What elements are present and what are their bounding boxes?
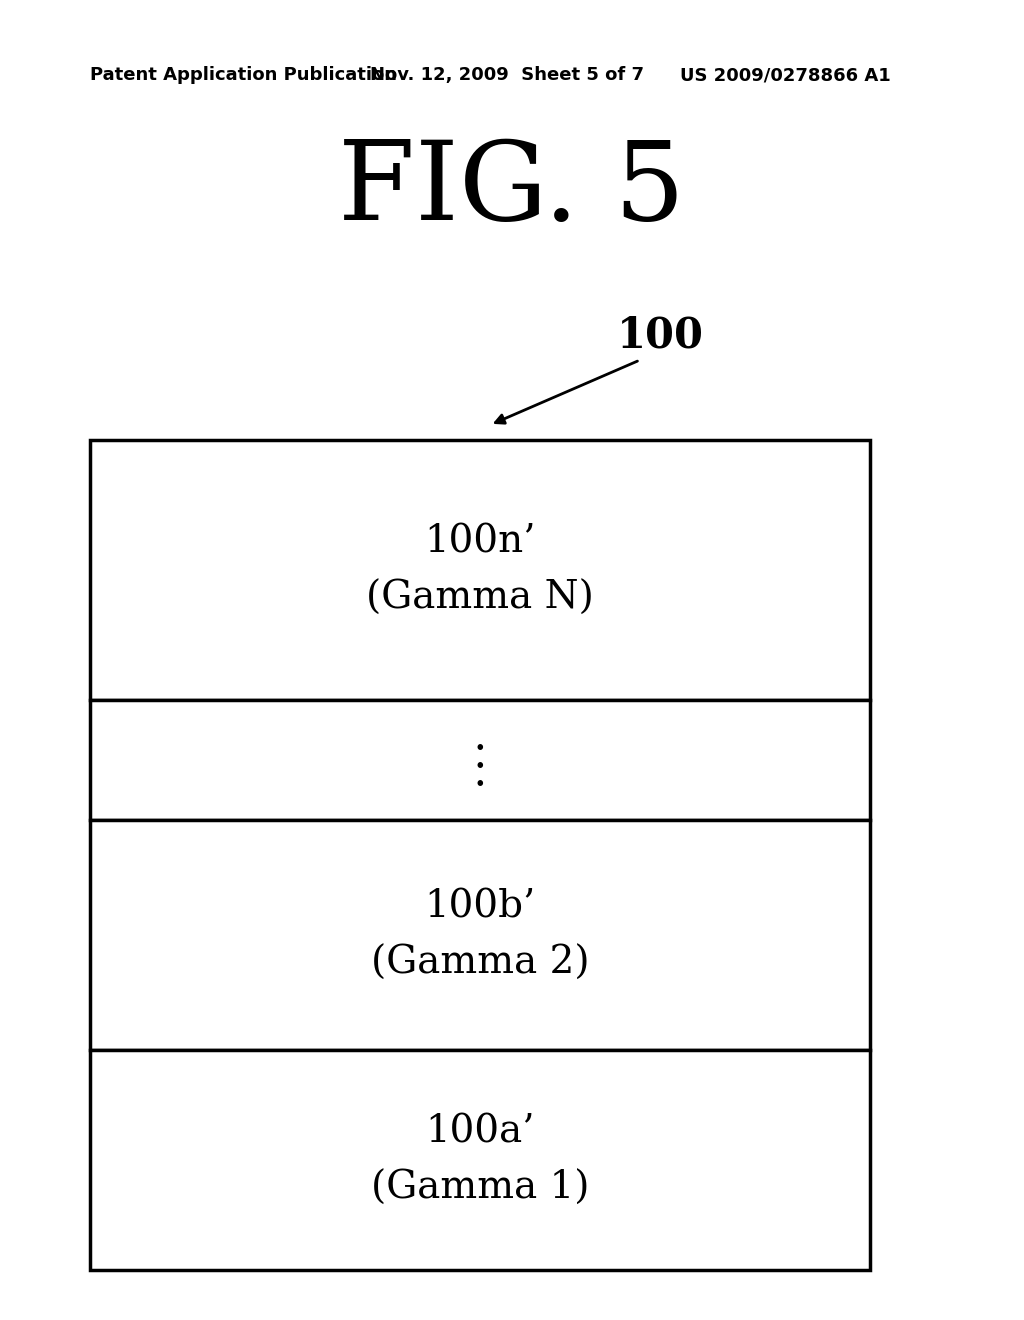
Text: .: . xyxy=(475,744,485,776)
Text: (Gamma 1): (Gamma 1) xyxy=(371,1170,589,1206)
Bar xyxy=(90,1049,870,1270)
Text: 100b’: 100b’ xyxy=(424,888,536,925)
Text: .: . xyxy=(475,726,485,758)
Text: 100n’: 100n’ xyxy=(424,524,536,561)
Bar xyxy=(90,440,870,700)
Bar xyxy=(90,700,870,820)
Text: (Gamma 2): (Gamma 2) xyxy=(371,945,590,982)
Text: .: . xyxy=(475,763,485,793)
Text: 100a’: 100a’ xyxy=(425,1114,535,1151)
Text: FIG. 5: FIG. 5 xyxy=(339,136,685,243)
Text: US 2009/0278866 A1: US 2009/0278866 A1 xyxy=(680,66,891,84)
Text: Patent Application Publication: Patent Application Publication xyxy=(90,66,397,84)
Bar xyxy=(90,820,870,1049)
Text: (Gamma N): (Gamma N) xyxy=(366,579,594,616)
Text: Nov. 12, 2009  Sheet 5 of 7: Nov. 12, 2009 Sheet 5 of 7 xyxy=(370,66,644,84)
Text: 100: 100 xyxy=(616,314,703,356)
